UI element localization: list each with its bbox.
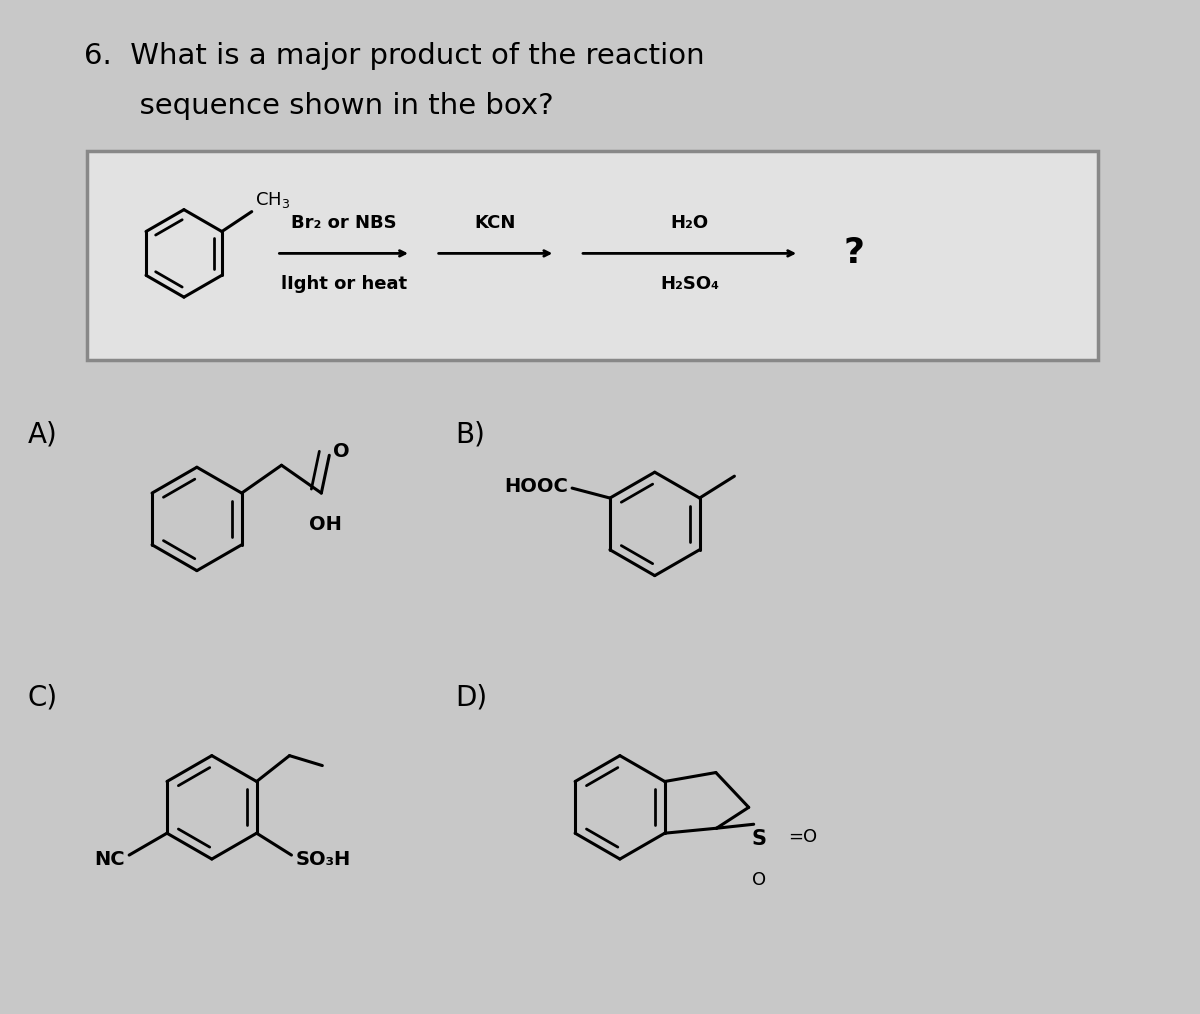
- Bar: [88, 151, 1098, 360]
- Text: C): C): [28, 684, 58, 712]
- Text: Br₂ or NBS: Br₂ or NBS: [290, 214, 396, 231]
- Text: ?: ?: [844, 236, 864, 271]
- Text: SO₃H: SO₃H: [295, 850, 350, 869]
- Text: lIght or heat: lIght or heat: [281, 275, 407, 293]
- Text: KCN: KCN: [475, 214, 516, 231]
- Text: OH: OH: [308, 515, 342, 534]
- Text: HOOC: HOOC: [504, 477, 568, 496]
- Text: CH$_3$: CH$_3$: [254, 190, 290, 210]
- Text: S: S: [751, 829, 766, 849]
- Text: =O: =O: [788, 828, 817, 846]
- Text: O: O: [751, 871, 766, 889]
- Text: 6.  What is a major product of the reaction: 6. What is a major product of the reacti…: [84, 43, 706, 71]
- Text: H₂O: H₂O: [671, 214, 709, 231]
- Text: B): B): [456, 421, 486, 448]
- Text: NC: NC: [95, 850, 125, 869]
- Text: D): D): [456, 684, 487, 712]
- Text: O: O: [334, 442, 350, 460]
- Text: A): A): [28, 421, 58, 448]
- Text: H₂SO₄: H₂SO₄: [660, 275, 719, 293]
- Text: sequence shown in the box?: sequence shown in the box?: [84, 92, 554, 121]
